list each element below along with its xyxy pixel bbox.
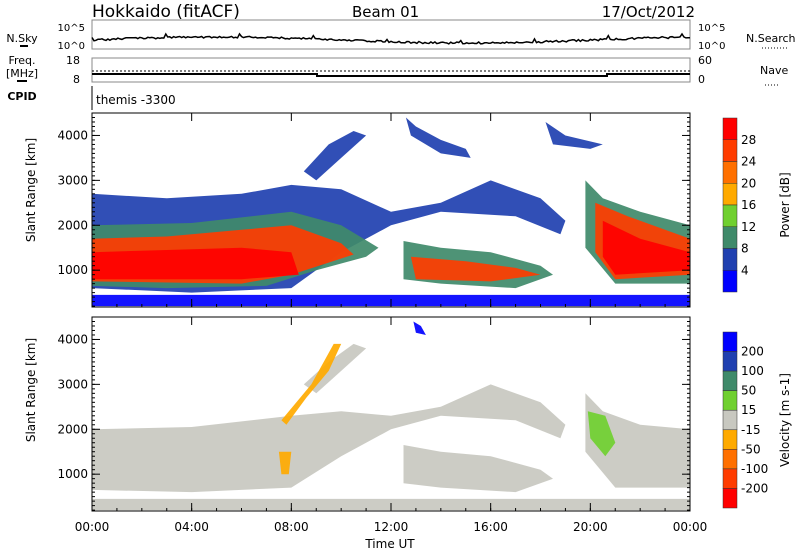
y-tick-label: 1000	[57, 263, 88, 277]
nsearch-label: N.Search	[746, 32, 796, 45]
colorbar-tick-label: 15	[741, 403, 756, 417]
beam-title: Beam 01	[352, 3, 419, 21]
nsky-panel-frame	[92, 20, 690, 49]
x-tick-label: 12:00	[374, 520, 409, 534]
colorbar-tick-label: 200	[741, 345, 764, 359]
freq-panel-frame	[92, 58, 690, 82]
nsky-tick-top: 10^5	[58, 23, 85, 34]
x-axis-label: Time UT	[364, 537, 415, 551]
colorbar-swatch	[723, 391, 737, 411]
colorbar-title: Power [dB]	[778, 172, 792, 237]
colorbar-tick-label: 100	[741, 364, 764, 378]
nsearch-tick-top: 10^5	[698, 23, 725, 34]
colorbar-swatch	[723, 249, 737, 271]
nsky-label: N.Sky	[6, 32, 38, 45]
colorbar-tick-label: -15	[741, 423, 761, 437]
y-axis-label-power: Slant Range [km]	[24, 138, 38, 242]
nsearch-tick-bottom: 10^0	[698, 41, 725, 52]
colorbar-tick-label: 24	[741, 155, 756, 169]
y-tick-label: 2000	[57, 218, 88, 232]
colorbar-swatch	[723, 430, 737, 450]
colorbar-swatch	[723, 410, 737, 430]
colorbar-swatch	[723, 488, 737, 508]
echo-region	[546, 122, 603, 149]
echo-region	[406, 118, 471, 158]
cpid-label: CPID	[7, 90, 36, 103]
freq-tick-top: 18	[66, 54, 80, 67]
colorbar-swatch	[723, 205, 737, 227]
station-title: Hokkaido (fitACF)	[92, 2, 240, 22]
freq-unit-label: [MHz]	[6, 67, 38, 80]
y-tick-label: 3000	[57, 377, 88, 391]
colorbar-swatch	[723, 183, 737, 205]
range-time-plot: Hokkaido (fitACF) Beam 01 17/Oct/2012 N.…	[0, 0, 800, 554]
colorbar-tick-label: 20	[741, 176, 756, 190]
nave-label: Nave	[760, 64, 788, 77]
colorbar-tick-label: 28	[741, 133, 756, 147]
colorbar-swatch	[723, 332, 737, 352]
colorbar-tick-label: -200	[741, 481, 768, 495]
echo-region	[404, 445, 554, 492]
colorbar-swatch	[723, 352, 737, 372]
x-tick-label: 08:00	[274, 520, 309, 534]
echo-region	[413, 322, 426, 336]
x-tick-label: 16:00	[473, 520, 508, 534]
freq-tick-bottom: 8	[73, 73, 80, 86]
nave-tick-bottom: 0	[698, 73, 705, 86]
y-tick-label: 2000	[57, 422, 88, 436]
colorbar-tick-label: 8	[741, 242, 749, 256]
colorbar-swatch	[723, 371, 737, 391]
echo-region	[304, 131, 366, 180]
colorbar-tick-label: -100	[741, 462, 768, 476]
velocity-echoes	[92, 322, 690, 511]
echo-region	[92, 248, 299, 280]
colorbar-title: Velocity [m s-1]	[778, 373, 792, 467]
cpid-value: themis -3300	[96, 93, 176, 107]
nsky-line	[92, 34, 690, 44]
x-tick-label: 20:00	[573, 520, 608, 534]
colorbar-swatch	[723, 449, 737, 469]
colorbar-swatch	[723, 270, 737, 292]
y-tick-label: 4000	[57, 332, 88, 346]
x-tick-label: 00:00	[75, 520, 110, 534]
colorbar-swatch	[723, 118, 737, 140]
colorbar-tick-label: 12	[741, 220, 756, 234]
colorbar-tick-label: 16	[741, 198, 756, 212]
colorbar-swatch	[723, 162, 737, 184]
y-tick-label: 1000	[57, 467, 88, 481]
nsky-tick-bottom: 10^0	[58, 41, 85, 52]
y-axis-label-velocity: Slant Range [km]	[24, 338, 38, 442]
colorbar-tick-label: -50	[741, 442, 761, 456]
colorbar-swatch	[723, 227, 737, 249]
freq-line	[92, 74, 690, 76]
colorbar-tick-label: 50	[741, 384, 756, 398]
colorbar-swatch	[723, 469, 737, 489]
colorbar-tick-label: 4	[741, 263, 749, 277]
nave-tick-top: 60	[698, 54, 712, 67]
y-tick-label: 4000	[57, 128, 88, 142]
colorbar-swatch	[723, 140, 737, 162]
x-tick-label: 04:00	[174, 520, 209, 534]
power-echoes	[92, 118, 690, 307]
date-title: 17/Oct/2012	[602, 3, 695, 21]
freq-label: Freq.	[8, 54, 35, 67]
y-tick-label: 3000	[57, 173, 88, 187]
x-tick-label: 00:00	[673, 520, 708, 534]
plot-canvas: Hokkaido (fitACF) Beam 01 17/Oct/2012 N.…	[0, 0, 800, 554]
